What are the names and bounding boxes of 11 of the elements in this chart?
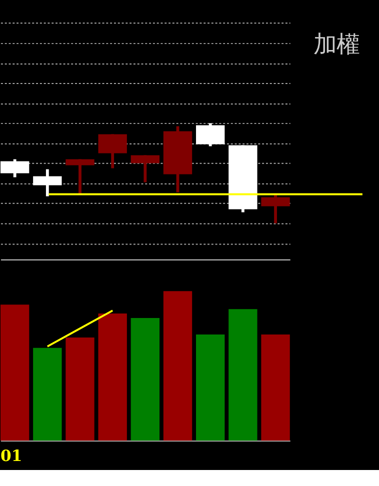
bar <box>0 304 30 441</box>
bar <box>66 337 94 441</box>
bar <box>98 314 127 441</box>
bar <box>163 291 192 441</box>
bar <box>196 334 225 441</box>
bar <box>33 348 62 441</box>
bar <box>228 309 258 441</box>
bar <box>130 318 160 441</box>
text: 加權 <box>314 30 360 58</box>
bar <box>261 334 290 441</box>
text: 01 <box>0 446 22 466</box>
